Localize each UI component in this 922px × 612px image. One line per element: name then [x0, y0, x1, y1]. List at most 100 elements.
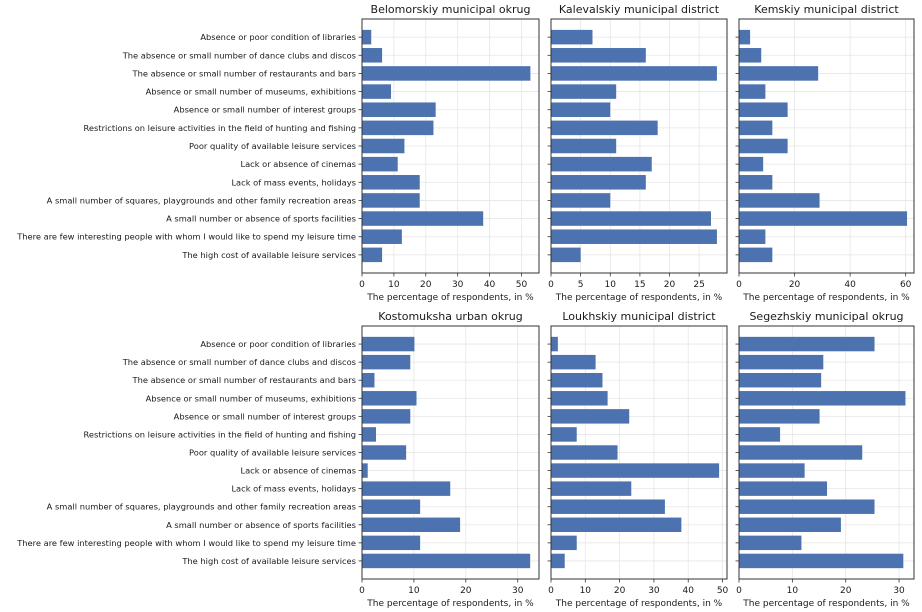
- panel-1: Absence or poor condition of libraries: …: [16, 3, 540, 303]
- bar: The absence or small number of dance clu…: [739, 48, 762, 63]
- bar: Poor quality of available leisure servic…: [362, 445, 407, 460]
- bar: Lack or absence of cinemas: 8.7%: [739, 156, 764, 172]
- bar: Absence or poor condition of libraries: …: [551, 336, 558, 352]
- bar: Absence or small number of museums, exhi…: [362, 84, 392, 99]
- bar: Restrictions on leisure activities in th…: [551, 120, 658, 136]
- bar: The absence or small number of dance clu…: [551, 354, 596, 370]
- x-tick-label: 0: [359, 280, 365, 290]
- y-tick-label: Absence or poor condition of libraries: [200, 32, 356, 42]
- x-tick-label: 40: [844, 280, 856, 290]
- y-tick-label: Absence or poor condition of libraries: [200, 339, 356, 349]
- bar: The high cost of available leisure servi…: [739, 247, 773, 263]
- x-tick-label: 40: [484, 280, 496, 290]
- y-tick-label: Poor quality of available leisure servic…: [189, 448, 356, 458]
- bar: The absence or small number of restauran…: [739, 66, 819, 81]
- bar: A small number of squares, playgrounds a…: [739, 499, 875, 514]
- bar: The high cost of available leisure servi…: [551, 553, 565, 569]
- y-tick-label: There are few interesting people with wh…: [16, 232, 356, 242]
- bar: A small number or absence of sports faci…: [739, 211, 908, 226]
- bar: A small number of squares, playgrounds a…: [551, 499, 665, 514]
- bar: The high cost of available leisure servi…: [551, 247, 581, 263]
- bar: The absence or small number of dance clu…: [362, 48, 383, 63]
- y-tick-label: The high cost of available leisure servi…: [181, 556, 356, 566]
- bar: Absence or small number of interest grou…: [739, 102, 788, 117]
- panel-title: Kalevalskiy municipal district: [559, 3, 720, 16]
- bar: A small number or absence of sports faci…: [551, 211, 711, 226]
- x-tick-label: 25: [693, 280, 704, 290]
- panel-4: Absence or poor condition of libraries: …: [16, 310, 540, 609]
- x-tick-label: 0: [548, 586, 554, 596]
- x-axis-label: The percentage of respondents, in %: [742, 293, 910, 303]
- bar: Absence or poor condition of libraries: …: [739, 336, 875, 352]
- bar: The high cost of available leisure servi…: [362, 247, 383, 263]
- bar: Poor quality of available leisure servic…: [739, 445, 863, 460]
- x-axis-label: The percentage of respondents, in %: [555, 293, 723, 303]
- bar: Lack or absence of cinemas: 17%: [551, 156, 652, 172]
- bar: Restrictions on leisure activities in th…: [739, 427, 781, 442]
- bar: A small number or absence of sports faci…: [551, 517, 682, 533]
- x-axis-label: The percentage of respondents, in %: [742, 599, 910, 609]
- bar: The absence or small number of restauran…: [362, 372, 375, 388]
- y-tick-label: A small number of squares, playgrounds a…: [47, 195, 356, 205]
- bar: The absence or small number of restauran…: [362, 66, 531, 81]
- panel-title: Kemskiy municipal district: [754, 3, 899, 16]
- bar: There are few interesting people with wh…: [362, 229, 402, 244]
- bar: The absence or small number of restauran…: [551, 66, 717, 81]
- x-tick-label: 20: [420, 280, 432, 290]
- panel-title: Loukhskiy municipal district: [562, 310, 716, 323]
- y-tick-label: Lack of mass events, holidays: [231, 177, 356, 187]
- x-tick-label: 20: [664, 280, 676, 290]
- bar: A small number of squares, playgrounds a…: [551, 193, 611, 208]
- bar: There are few interesting people with wh…: [551, 535, 577, 551]
- bar: Absence or small number of museums, exhi…: [551, 84, 617, 99]
- x-tick-label: 10: [408, 586, 420, 596]
- bar: There are few interesting people with wh…: [362, 535, 421, 551]
- x-tick-label: 30: [893, 586, 905, 596]
- x-tick-label: 30: [648, 586, 660, 596]
- bar: Absence or poor condition of libraries: …: [362, 336, 415, 352]
- x-tick-label: 30: [452, 280, 464, 290]
- bar: There are few interesting people with wh…: [739, 535, 802, 551]
- x-tick-label: 20: [789, 280, 801, 290]
- x-tick-label: 0: [736, 586, 742, 596]
- bar: Absence or small number of museums, exhi…: [739, 391, 906, 406]
- y-tick-label: Restrictions on leisure activities in th…: [84, 123, 357, 133]
- bar: A small number or absence of sports faci…: [362, 211, 484, 226]
- panel-3: Absence or poor condition of libraries: …: [735, 3, 915, 303]
- x-tick-label: 40: [683, 586, 695, 596]
- bar: A small number or absence of sports faci…: [362, 517, 461, 533]
- y-tick-label: Restrictions on leisure activities in th…: [84, 429, 357, 439]
- bar: Poor quality of available leisure servic…: [739, 138, 788, 154]
- y-tick-label: A small number or absence of sports faci…: [166, 214, 356, 224]
- bar: Absence or small number of museums, exhi…: [551, 391, 608, 406]
- x-tick-label: 20: [840, 586, 852, 596]
- x-tick-label: 20: [460, 586, 472, 596]
- y-tick-label: The absence or small number of dance clu…: [122, 50, 356, 60]
- bar: A small number of squares, playgrounds a…: [362, 193, 420, 208]
- bar: Absence or poor condition of libraries: …: [739, 29, 751, 45]
- y-tick-label: Absence or small number of interest grou…: [174, 105, 356, 115]
- panel-6: Absence or poor condition of libraries: …: [735, 310, 915, 609]
- bar: Restrictions on leisure activities in th…: [551, 427, 577, 442]
- panel-title: Segezhskiy municipal okrug: [749, 310, 903, 323]
- y-tick-label: The absence or small number of dance clu…: [122, 357, 356, 367]
- x-tick-label: 10: [580, 586, 592, 596]
- bar: Absence or poor condition of libraries: …: [551, 29, 593, 45]
- y-tick-label: The high cost of available leisure servi…: [181, 250, 356, 260]
- x-axis-label: The percentage of respondents, in %: [366, 599, 534, 609]
- y-tick-label: The absence or small number of restauran…: [132, 375, 356, 385]
- bar: Lack of mass events, holidays: 12%: [739, 175, 773, 190]
- bar: A small number or absence of sports faci…: [739, 517, 841, 533]
- bar: Restrictions on leisure activities in th…: [739, 120, 773, 136]
- bar: Absence or poor condition of libraries: …: [362, 29, 372, 45]
- y-tick-label: Lack or absence of cinemas: [240, 466, 356, 476]
- bar: Restrictions on leisure activities in th…: [362, 120, 434, 136]
- bar: The absence or small number of dance clu…: [739, 354, 824, 370]
- bar: The absence or small number of restauran…: [551, 372, 603, 388]
- bar: The high cost of available leisure servi…: [362, 553, 531, 569]
- x-tick-label: 10: [605, 280, 617, 290]
- bar: Absence or small number of interest grou…: [362, 409, 411, 424]
- bar: The high cost of available leisure servi…: [739, 553, 904, 569]
- bar: Absence or small number of interest grou…: [739, 409, 820, 424]
